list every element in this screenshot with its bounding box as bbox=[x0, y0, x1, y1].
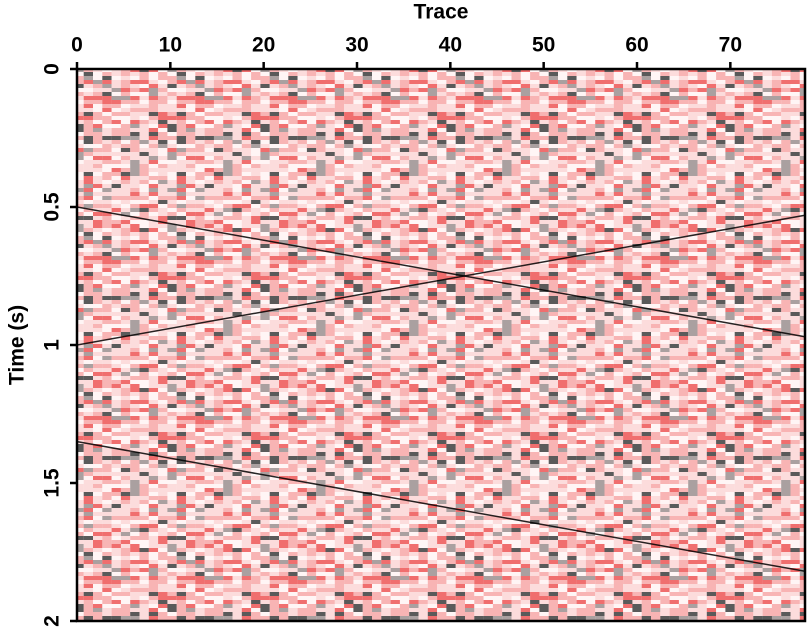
y-tick-label: 0.5 bbox=[41, 192, 64, 222]
event-line bbox=[77, 440, 805, 573]
event-line bbox=[77, 214, 805, 346]
y-axis-title: Time (s) bbox=[6, 305, 29, 385]
x-tick-label: 20 bbox=[252, 34, 275, 57]
y-tick-label: 1 bbox=[41, 339, 64, 351]
x-tick-label: 40 bbox=[439, 34, 462, 57]
event-line bbox=[77, 206, 805, 338]
x-tick-label: 70 bbox=[719, 34, 742, 57]
x-tick-label: 50 bbox=[532, 34, 555, 57]
x-tick-label: 0 bbox=[71, 34, 83, 57]
y-tick-label: 1.5 bbox=[41, 468, 64, 498]
y-tick-label: 2 bbox=[41, 615, 64, 627]
x-tick-label: 10 bbox=[159, 34, 182, 57]
x-tick-label: 30 bbox=[345, 34, 368, 57]
plot-background bbox=[77, 69, 805, 621]
plot-marks bbox=[77, 206, 805, 573]
x-axis-title: Trace bbox=[414, 1, 469, 24]
x-tick-label: 60 bbox=[625, 34, 648, 57]
y-tick-label: 0 bbox=[41, 63, 64, 75]
